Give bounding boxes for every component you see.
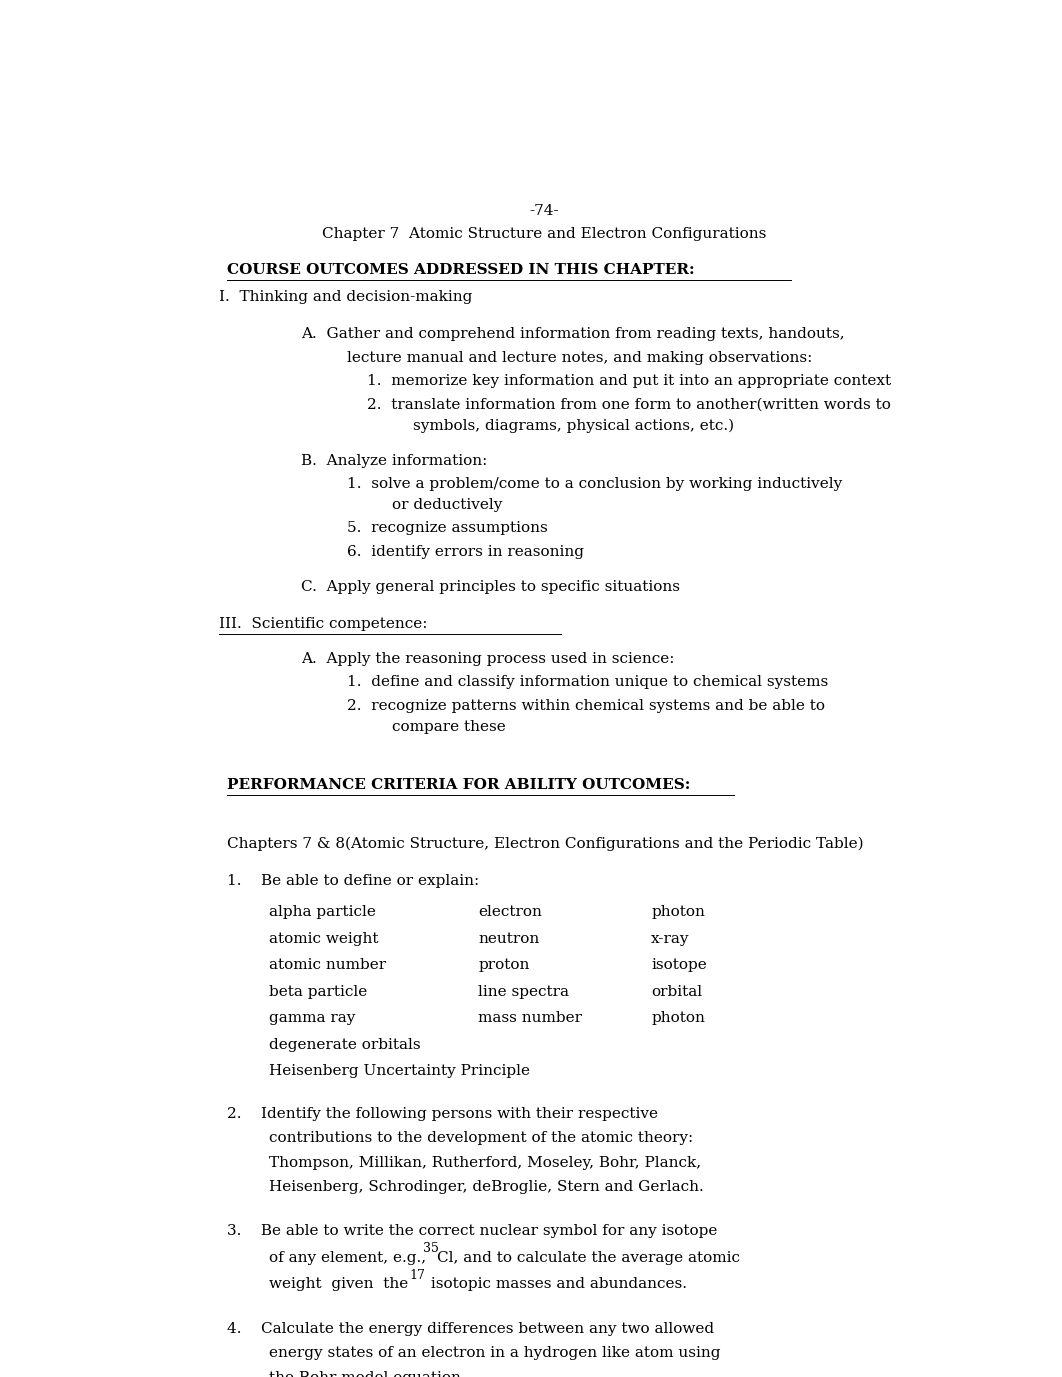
Text: x-ray: x-ray bbox=[651, 932, 690, 946]
Text: 6.  identify errors in reasoning: 6. identify errors in reasoning bbox=[346, 545, 584, 559]
Text: electron: electron bbox=[478, 905, 543, 920]
Text: compare these: compare these bbox=[392, 720, 506, 734]
Text: 17: 17 bbox=[409, 1270, 425, 1282]
Text: 1.  memorize key information and put it into an appropriate context: 1. memorize key information and put it i… bbox=[367, 375, 891, 388]
Text: C.  Apply general principles to specific situations: C. Apply general principles to specific … bbox=[302, 580, 681, 593]
Text: -74-: -74- bbox=[530, 204, 559, 219]
Text: photon: photon bbox=[651, 1011, 705, 1026]
Text: Thompson, Millikan, Rutherford, Moseley, Bohr, Planck,: Thompson, Millikan, Rutherford, Moseley,… bbox=[269, 1155, 701, 1169]
Text: 2.  translate information from one form to another(written words to: 2. translate information from one form t… bbox=[367, 398, 891, 412]
Text: isotopic masses and abundances.: isotopic masses and abundances. bbox=[426, 1278, 687, 1292]
Text: 5.  recognize assumptions: 5. recognize assumptions bbox=[346, 522, 548, 536]
Text: III.  Scientific competence:: III. Scientific competence: bbox=[219, 617, 428, 631]
Text: of any element, e.g.,: of any element, e.g., bbox=[269, 1250, 435, 1265]
Text: weight  given  the: weight given the bbox=[269, 1278, 417, 1292]
Text: degenerate orbitals: degenerate orbitals bbox=[269, 1038, 421, 1052]
Text: alpha particle: alpha particle bbox=[269, 905, 376, 920]
Text: symbols, diagrams, physical actions, etc.): symbols, diagrams, physical actions, etc… bbox=[412, 419, 734, 432]
Text: atomic weight: atomic weight bbox=[269, 932, 378, 946]
Text: gamma ray: gamma ray bbox=[269, 1011, 355, 1026]
Text: energy states of an electron in a hydrogen like atom using: energy states of an electron in a hydrog… bbox=[269, 1347, 720, 1360]
Text: 2.  recognize patterns within chemical systems and be able to: 2. recognize patterns within chemical sy… bbox=[346, 698, 825, 712]
Text: Heisenberg Uncertainty Principle: Heisenberg Uncertainty Principle bbox=[269, 1064, 530, 1078]
Text: Cl, and to calculate the average atomic: Cl, and to calculate the average atomic bbox=[438, 1250, 740, 1265]
Text: 1.    Be able to define or explain:: 1. Be able to define or explain: bbox=[227, 873, 480, 888]
Text: mass number: mass number bbox=[478, 1011, 582, 1026]
Text: Chapter 7  Atomic Structure and Electron Configurations: Chapter 7 Atomic Structure and Electron … bbox=[322, 227, 767, 241]
Text: I.  Thinking and decision-making: I. Thinking and decision-making bbox=[219, 291, 473, 304]
Text: proton: proton bbox=[478, 958, 530, 972]
Text: A.  Gather and comprehend information from reading texts, handouts,: A. Gather and comprehend information fro… bbox=[302, 328, 845, 341]
Text: Chapters 7 & 8(Atomic Structure, Electron Configurations and the Periodic Table): Chapters 7 & 8(Atomic Structure, Electro… bbox=[227, 836, 864, 851]
Text: beta particle: beta particle bbox=[269, 985, 366, 998]
Text: photon: photon bbox=[651, 905, 705, 920]
Text: 2.    Identify the following persons with their respective: 2. Identify the following persons with t… bbox=[227, 1107, 658, 1121]
Text: atomic number: atomic number bbox=[269, 958, 386, 972]
Text: contributions to the development of the atomic theory:: contributions to the development of the … bbox=[269, 1131, 692, 1146]
Text: 4.    Calculate the energy differences between any two allowed: 4. Calculate the energy differences betw… bbox=[227, 1322, 715, 1336]
Text: lecture manual and lecture notes, and making observations:: lecture manual and lecture notes, and ma… bbox=[346, 351, 812, 365]
Text: 1.  define and classify information unique to chemical systems: 1. define and classify information uniqu… bbox=[346, 675, 828, 690]
Text: or deductively: or deductively bbox=[392, 498, 502, 512]
Text: isotope: isotope bbox=[651, 958, 707, 972]
Text: 1.  solve a problem/come to a conclusion by working inductively: 1. solve a problem/come to a conclusion … bbox=[346, 476, 842, 492]
Text: neutron: neutron bbox=[478, 932, 539, 946]
Text: B.  Analyze information:: B. Analyze information: bbox=[302, 453, 487, 468]
Text: A.  Apply the reasoning process used in science:: A. Apply the reasoning process used in s… bbox=[302, 651, 675, 666]
Text: PERFORMANCE CRITERIA FOR ABILITY OUTCOMES:: PERFORMANCE CRITERIA FOR ABILITY OUTCOME… bbox=[227, 778, 690, 792]
Text: 3.    Be able to write the correct nuclear symbol for any isotope: 3. Be able to write the correct nuclear … bbox=[227, 1224, 718, 1238]
Text: orbital: orbital bbox=[651, 985, 702, 998]
Text: COURSE OUTCOMES ADDRESSED IN THIS CHAPTER:: COURSE OUTCOMES ADDRESSED IN THIS CHAPTE… bbox=[227, 263, 695, 277]
Text: line spectra: line spectra bbox=[478, 985, 569, 998]
Text: 35: 35 bbox=[424, 1242, 440, 1256]
Text: the Bohr model equation.: the Bohr model equation. bbox=[269, 1370, 465, 1377]
Text: Heisenberg, Schrodinger, deBroglie, Stern and Gerlach.: Heisenberg, Schrodinger, deBroglie, Ster… bbox=[269, 1180, 703, 1194]
